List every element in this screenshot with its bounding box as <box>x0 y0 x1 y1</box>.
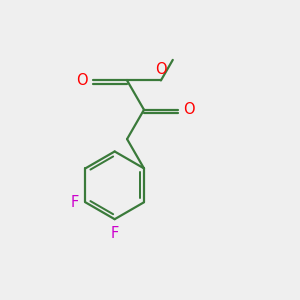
Text: F: F <box>110 226 119 241</box>
Text: O: O <box>183 102 195 117</box>
Text: F: F <box>70 195 79 210</box>
Text: O: O <box>76 73 88 88</box>
Text: O: O <box>155 62 167 77</box>
